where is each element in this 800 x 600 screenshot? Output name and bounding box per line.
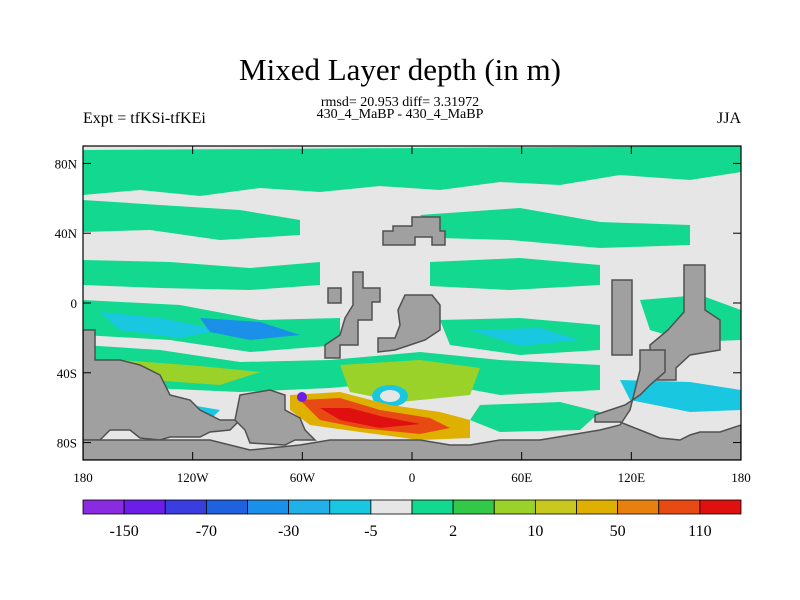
- lon-label: 60W: [290, 470, 316, 485]
- lon-label: 120E: [618, 470, 646, 485]
- colorbar-box: [123, 499, 166, 515]
- field-equator-band: [83, 260, 320, 290]
- field-purple-spot: [297, 392, 307, 402]
- map-field: [83, 146, 741, 460]
- colorbar-label: -30: [278, 523, 299, 540]
- season-label: JJA: [716, 110, 741, 127]
- colorbar-box: [658, 499, 701, 515]
- land-masks: [83, 216, 741, 460]
- colorbar-box: [205, 499, 248, 515]
- field-ind-cyan: [620, 380, 741, 412]
- colorbar-label: -150: [109, 523, 138, 540]
- field-nh-patch-2: [420, 208, 690, 248]
- field-st-cyan: [100, 312, 220, 338]
- lon-axis: 180 120W 60W 0 60E 120E 180: [73, 146, 751, 485]
- colorbar-label: 50: [610, 523, 626, 540]
- land-continent-4: [649, 264, 721, 381]
- field-equator-band-2: [430, 258, 600, 290]
- experiment-label: Expt = tfKSi-tfKEi: [83, 110, 206, 127]
- colorbar-label: 10: [527, 523, 543, 540]
- colorbar-box: [329, 499, 372, 515]
- colorbar-box: [493, 499, 536, 515]
- land-continent-2: [377, 294, 441, 353]
- lat-label: 40S: [57, 366, 77, 381]
- colorbar-box: [452, 499, 495, 515]
- colorbar-label: -70: [196, 523, 217, 540]
- colorbar-labels: -150 -70 -30 -5 2 10 50 110: [109, 523, 711, 540]
- colorbar-label: 2: [449, 523, 457, 540]
- lat-label: 80S: [57, 436, 77, 451]
- colorbar-boxes: [82, 499, 742, 515]
- colorbar-label: 110: [688, 523, 711, 540]
- land-antarctica: [83, 349, 741, 460]
- colorbar-box: [534, 499, 577, 515]
- lon-label: 180: [73, 470, 93, 485]
- land-islet-1: [327, 287, 342, 304]
- lat-label: 40N: [55, 226, 78, 241]
- lat-label: 0: [71, 296, 78, 311]
- colorbar-box: [576, 499, 619, 515]
- colorbar-label: -5: [364, 523, 377, 540]
- case-line: 430_4_MaBP - 430_4_MaBP: [316, 107, 484, 122]
- colorbar-box: [617, 499, 660, 515]
- colorbar-box: [288, 499, 331, 515]
- lon-label: 120W: [177, 470, 210, 485]
- lat-axis: 80N 40N 0 40S 80S: [55, 156, 741, 451]
- land-south-2: [234, 389, 317, 446]
- lat-label: 80N: [55, 156, 78, 171]
- land-continent-1: [324, 271, 381, 359]
- land-north: [382, 216, 446, 246]
- colorbar-box: [164, 499, 207, 515]
- plot-title: Mixed Layer depth (in m): [239, 52, 561, 87]
- field-eddy-core: [380, 390, 400, 402]
- lon-label: 60E: [511, 470, 532, 485]
- lon-label: 180: [731, 470, 751, 485]
- field-nh-patch: [83, 200, 300, 240]
- colorbar-box: [699, 499, 742, 515]
- colorbar-box: [247, 499, 290, 515]
- colorbar-box: [82, 499, 125, 515]
- lon-label: 0: [409, 470, 416, 485]
- colorbar-box: [411, 499, 454, 515]
- colorbar-box: [370, 499, 413, 515]
- field-north-band: [83, 146, 741, 196]
- stats-line: rmsd= 20.953 diff= 3.31972: [320, 95, 480, 110]
- land-south-1: [83, 329, 242, 441]
- land-continent-3: [611, 279, 633, 356]
- field-sh-green-2: [470, 402, 600, 432]
- field-anomaly-core: [320, 408, 420, 428]
- field-st-blue: [200, 318, 300, 340]
- field-st-cyan-2: [470, 328, 580, 346]
